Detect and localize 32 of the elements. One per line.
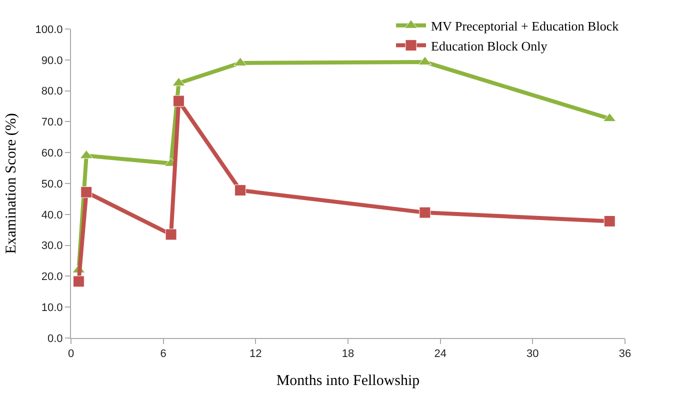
point xyxy=(165,228,177,240)
legend-label: Education Block Only xyxy=(431,38,548,54)
x-tick-label: 30 xyxy=(526,348,539,360)
point xyxy=(172,95,184,107)
y-tick-label: 40.0 xyxy=(41,209,63,222)
y-tick-label: 10.0 xyxy=(41,302,63,314)
point xyxy=(604,215,616,227)
point xyxy=(172,77,186,86)
y-tick-label: 50.0 xyxy=(41,178,63,190)
y-tick-label: 100.0 xyxy=(35,24,63,36)
x-tick-label: 12 xyxy=(250,348,262,360)
y-tick-label: 80.0 xyxy=(41,86,63,98)
y-tick-label: 90.0 xyxy=(41,54,63,67)
x-tick-label: 24 xyxy=(434,348,446,360)
y-tick-label: 60.0 xyxy=(41,147,63,160)
y-tick-label: 20.0 xyxy=(41,271,63,284)
x-tick-label: 0 xyxy=(68,348,74,360)
x-axis-title: Months into Fellowship xyxy=(276,373,420,390)
legend-label: MV Preceptorial + Education Block xyxy=(431,18,620,34)
y-tick-label: 30.0 xyxy=(41,240,63,252)
x-tick-label: 6 xyxy=(160,348,166,360)
point xyxy=(603,112,616,122)
x-tick-label: 36 xyxy=(618,348,632,360)
point xyxy=(234,184,246,196)
y-tick-label: 70.0 xyxy=(41,116,63,129)
x-tick-label: 18 xyxy=(342,348,354,360)
point xyxy=(72,276,84,288)
point xyxy=(80,186,92,198)
y-tick-label: 0.0 xyxy=(48,332,63,345)
y-axis-title: Examination Score (%) xyxy=(4,113,20,254)
point xyxy=(80,150,93,159)
point xyxy=(419,206,431,218)
